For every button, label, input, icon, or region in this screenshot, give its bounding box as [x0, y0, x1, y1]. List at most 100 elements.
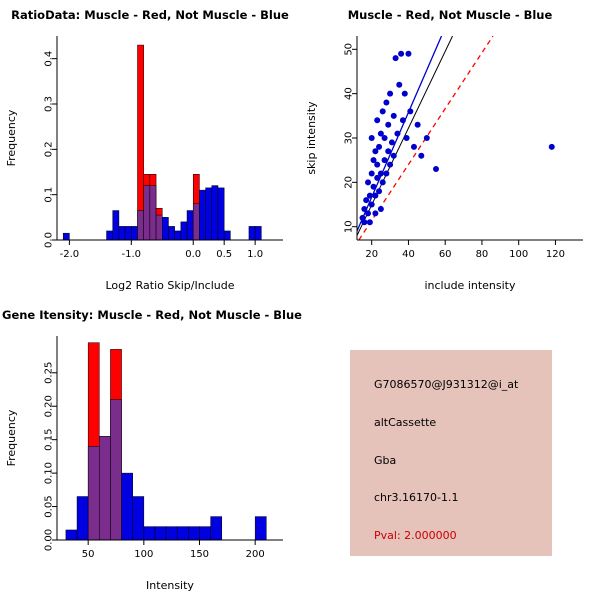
- y-tick-label: 40: [344, 87, 355, 100]
- scatter-xlabel: include intensity: [424, 279, 516, 292]
- scatter-point: [394, 130, 401, 137]
- panel-intensity-scatter: Muscle - Red, Not Muscle - Blue 20 40 60 80…: [302, 2, 598, 298]
- scatter-point: [368, 135, 375, 141]
- y-tick-label: 10: [344, 220, 355, 233]
- y-tick-label: 0.0: [44, 232, 55, 248]
- histogram-bar: [99, 436, 111, 541]
- histogram-bar: [137, 210, 144, 241]
- histogram-bar: [205, 187, 213, 241]
- intensity-scatter-plot: 20 40 60 80 100 120 10 20 30 40 50: [344, 36, 583, 260]
- scatter-point: [423, 135, 430, 141]
- scatter-point: [368, 201, 375, 208]
- scatter-point: [396, 81, 403, 88]
- scatter-point: [377, 170, 384, 177]
- ratio-histogram-title: RatioData: Muscle - Red, Not Muscle - Bl…: [11, 8, 289, 22]
- scatter-point: [374, 161, 381, 168]
- y-tick-label: 0.3: [44, 96, 55, 112]
- scatter-point: [370, 157, 377, 164]
- x-tick-label: 1.0: [247, 249, 263, 260]
- scatter-point: [381, 135, 388, 141]
- histogram-bar: [121, 472, 133, 541]
- scatter-point: [372, 210, 379, 217]
- histogram-bar: [124, 226, 132, 241]
- scatter-point: [390, 152, 397, 159]
- histogram-bar: [154, 526, 167, 541]
- scatter-point: [374, 117, 381, 124]
- scatter-point: [390, 112, 397, 119]
- histogram-bar: [217, 187, 225, 241]
- scatter-point: [385, 148, 392, 155]
- gene-histogram-ylabel: Frequency: [5, 409, 18, 467]
- histogram-bar: [186, 210, 194, 241]
- histogram-bar: [110, 399, 122, 541]
- histogram-bar: [65, 529, 78, 541]
- scatter-point: [418, 152, 425, 159]
- histogram-bar: [118, 226, 126, 241]
- histogram-bar: [188, 526, 200, 541]
- scatter-point: [398, 50, 405, 57]
- scatter-point: [379, 179, 386, 186]
- x-tick-label: -1.0: [122, 249, 142, 260]
- histogram-bar: [254, 226, 262, 241]
- histogram-bar: [162, 217, 169, 241]
- scatter-point: [405, 50, 412, 57]
- y-tick-label: 0.25: [44, 362, 55, 384]
- scatter-point: [407, 108, 414, 115]
- histogram-bar: [62, 232, 70, 241]
- histogram-bar: [106, 230, 113, 241]
- x-tick-label: 80: [476, 249, 489, 260]
- info-gene-name: Gba: [374, 453, 397, 467]
- histogram-bar: [174, 230, 182, 241]
- ratio-histogram-ylabel: Frequency: [5, 109, 18, 167]
- scatter-point: [383, 99, 390, 106]
- gene-histogram-xlabel: Intensity: [146, 579, 194, 592]
- info-probe-id: G7086570@J931312@i_at: [374, 378, 519, 391]
- scatter-point: [388, 139, 395, 146]
- x-tick-label: -2.0: [60, 249, 80, 260]
- x-tick-label: 20: [365, 249, 378, 260]
- scatter-point: [372, 192, 379, 199]
- x-tick-label: 40: [402, 249, 415, 260]
- scatter-point: [361, 205, 368, 212]
- x-tick-label: 0.0: [185, 249, 201, 260]
- histogram-bar: [180, 221, 188, 241]
- scatter-ylabel: skip intensity: [305, 101, 318, 175]
- y-tick-label: 0.4: [44, 51, 55, 67]
- scatter-point: [365, 179, 372, 186]
- scatter-point: [366, 192, 373, 199]
- panel-event-info: G7086570@J931312@i_at altCassette Gba ch…: [302, 302, 598, 598]
- histogram-bar: [210, 516, 223, 541]
- x-tick-label: 150: [190, 549, 209, 560]
- scatter-point: [376, 143, 383, 150]
- y-tick-label: 0.05: [44, 495, 55, 517]
- y-tick-label: 20: [344, 176, 355, 189]
- histogram-bar: [248, 226, 256, 241]
- scatter-point: [377, 130, 384, 137]
- y-tick-label: 0.10: [44, 462, 55, 484]
- scatter-point: [410, 143, 417, 150]
- histogram-bar: [199, 189, 206, 241]
- histogram-bar: [192, 203, 200, 241]
- x-tick-label: 100: [134, 549, 153, 560]
- y-tick-label: 30: [344, 132, 355, 145]
- scatter-point: [363, 197, 370, 204]
- scatter-point: [368, 170, 375, 177]
- x-tick-label: 200: [246, 549, 265, 560]
- scatter-point: [381, 157, 388, 164]
- scatter-point: [374, 174, 381, 181]
- histogram-bar: [211, 185, 219, 241]
- histogram-bar: [149, 185, 157, 241]
- scatter-point: [361, 219, 368, 226]
- scatter-point: [392, 55, 399, 62]
- histogram-bar: [165, 526, 178, 541]
- scatter-point: [433, 166, 440, 173]
- histogram-bar: [155, 214, 163, 241]
- histogram-bar: [87, 446, 100, 541]
- info-splice-type: altCassette: [374, 415, 437, 429]
- histogram-bar: [143, 185, 151, 241]
- histogram-bar: [223, 230, 231, 241]
- scatter-point: [414, 121, 421, 128]
- histogram-bar: [143, 526, 156, 541]
- gene-histogram-title: Gene Itensity: Muscle - Red, Not Muscle …: [2, 308, 302, 322]
- scatter-point: [403, 135, 410, 141]
